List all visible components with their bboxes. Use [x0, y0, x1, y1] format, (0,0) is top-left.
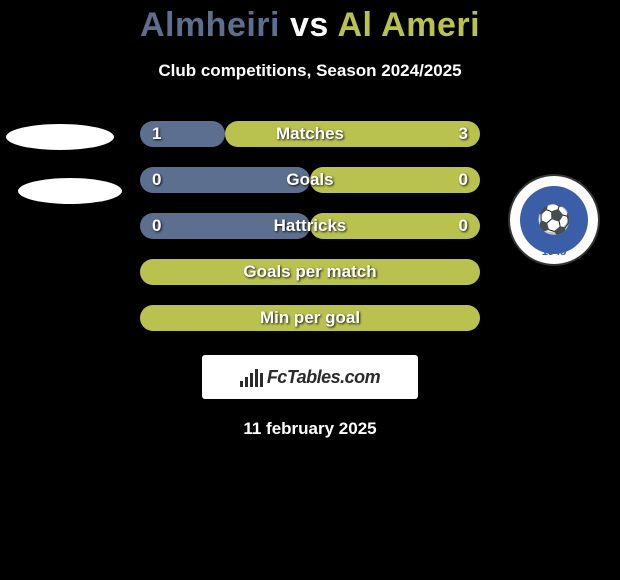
stat-fill-right [310, 167, 480, 193]
stat-value-right: 3 [459, 124, 468, 144]
stat-fill-right [225, 121, 480, 147]
player2-name: Al Ameri [337, 6, 480, 44]
stat-label: Goals per match [243, 262, 376, 282]
brand-bar [240, 381, 243, 387]
brand-bar [255, 369, 258, 387]
date-text: 11 february 2025 [0, 419, 620, 439]
stat-value-right: 0 [459, 170, 468, 190]
stat-row: Hattricks 0 0 [140, 213, 480, 239]
brand-box: FcTables.com [202, 355, 418, 399]
page-title: Almheiri vs Al Ameri [0, 0, 620, 45]
stat-value-left: 0 [152, 170, 161, 190]
stats-rows: Matches 1 3 Goals 0 0 Hattricks 0 0 Goals per mat… [0, 121, 620, 331]
stat-value-left: 1 [152, 124, 161, 144]
subtitle: Club competitions, Season 2024/2025 [0, 61, 620, 81]
vs-text: vs [290, 6, 329, 44]
stat-fill-left [140, 167, 310, 193]
stat-label: Hattricks [274, 216, 347, 236]
stat-label: Matches [276, 124, 344, 144]
stat-label: Goals [286, 170, 333, 190]
stat-row: Goals 0 0 [140, 167, 480, 193]
brand-bar [260, 373, 263, 387]
brand-bar [250, 373, 253, 387]
player1-name: Almheiri [140, 6, 280, 44]
stat-value-right: 0 [459, 216, 468, 236]
stat-row: Min per goal [140, 305, 480, 331]
stat-row: Matches 1 3 [140, 121, 480, 147]
brand-text: FcTables.com [267, 367, 380, 388]
brand-bars-icon [240, 367, 263, 387]
stat-row: Goals per match [140, 259, 480, 285]
stat-value-left: 0 [152, 216, 161, 236]
brand-bar [245, 377, 248, 387]
stat-label: Min per goal [260, 308, 360, 328]
